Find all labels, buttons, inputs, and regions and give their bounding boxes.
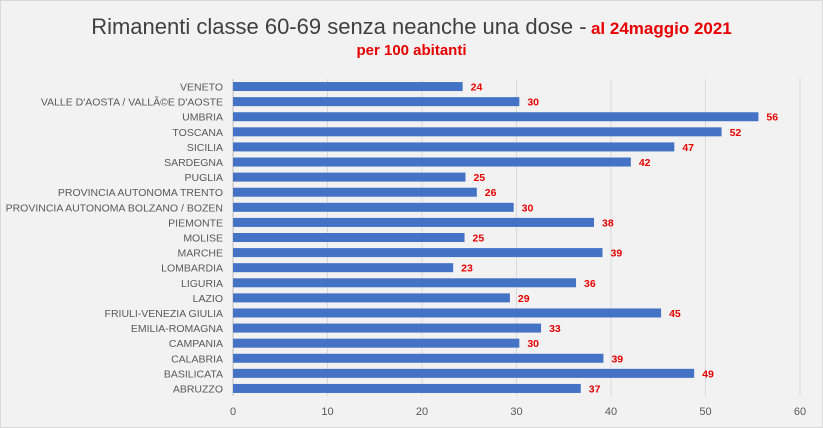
category-label: UMBRIA	[182, 112, 223, 124]
category-label: SICILIA	[187, 142, 223, 154]
data-label: 56	[766, 112, 778, 124]
category-label: MARCHE	[177, 248, 223, 260]
category-label: LAZIO	[193, 293, 223, 305]
bar	[233, 217, 594, 227]
x-tick-label: 20	[416, 406, 428, 418]
data-label: 26	[485, 187, 497, 199]
bar	[233, 202, 514, 212]
data-label: 47	[682, 142, 694, 154]
x-tick-label: 50	[699, 406, 711, 418]
bar	[233, 187, 477, 197]
data-label: 45	[669, 308, 681, 320]
bar	[233, 233, 465, 242]
x-tick-label: 30	[510, 406, 522, 418]
chart-title: Rimanenti classe 60-69 senza neanche una…	[0, 14, 823, 40]
category-label: VENETO	[180, 82, 223, 94]
category-label: VALLE D'AOSTA / VALLÃ©E D'AOSTE	[41, 96, 223, 109]
bar	[233, 308, 662, 318]
bar	[233, 142, 675, 152]
data-label: 30	[527, 338, 539, 350]
data-label: 39	[611, 353, 623, 365]
bar	[233, 293, 510, 303]
bar	[233, 127, 722, 137]
bar	[233, 157, 631, 167]
data-label: 25	[473, 233, 485, 245]
data-label: 36	[584, 278, 596, 290]
category-label: LOMBARDIA	[161, 263, 223, 275]
data-label: 25	[473, 172, 485, 184]
bar	[233, 383, 581, 393]
data-label: 49	[702, 368, 714, 380]
data-label: 42	[639, 157, 651, 169]
category-label: CALABRIA	[171, 353, 223, 365]
bar	[233, 353, 604, 363]
x-tick-label: 0	[230, 406, 236, 418]
data-label: 24	[471, 82, 483, 94]
data-label: 39	[610, 248, 622, 260]
bar	[233, 323, 542, 333]
chart-subtitle: per 100 abitanti	[356, 42, 467, 59]
bar	[233, 263, 454, 273]
category-label: PIEMONTE	[168, 217, 223, 229]
x-tick-label: 10	[321, 406, 333, 418]
data-label: 33	[549, 323, 561, 335]
category-label: PROVINCIA AUTONOMA TRENTO	[58, 187, 223, 199]
category-label: BASILICATA	[164, 368, 223, 380]
category-label: PUGLIA	[184, 172, 223, 184]
category-label: LIGURIA	[181, 278, 223, 290]
bar	[233, 112, 759, 122]
bar	[233, 248, 603, 258]
x-tick-label: 40	[605, 406, 617, 418]
data-label: 52	[730, 127, 742, 139]
data-label: 30	[522, 202, 534, 214]
category-label: ABRUZZO	[173, 383, 223, 395]
chart-title-date: al 24maggio 2021	[590, 19, 732, 38]
category-label: FRIULI-VENEZIA GIULIA	[105, 308, 223, 320]
category-label: MOLISE	[183, 233, 223, 245]
x-tick-label: 60	[794, 406, 806, 418]
bar	[233, 97, 520, 107]
data-label: 29	[518, 293, 530, 305]
data-label: 38	[602, 217, 614, 229]
bar	[233, 338, 520, 348]
category-label: PROVINCIA AUTONOMA BOLZANO / BOZEN	[6, 202, 223, 214]
category-label: CAMPANIA	[169, 338, 223, 350]
data-label: 37	[589, 383, 601, 395]
data-label: 30	[527, 97, 539, 109]
category-label: SARDEGNA	[164, 157, 223, 169]
bar	[233, 82, 463, 92]
chart-title-main: Rimanenti classe 60-69 senza neanche una…	[91, 14, 587, 39]
category-label: TOSCANA	[172, 127, 223, 139]
bar	[233, 172, 466, 182]
bar	[233, 278, 577, 288]
bar	[233, 368, 695, 378]
category-label: EMILIA-ROMAGNA	[131, 323, 223, 335]
data-label: 23	[461, 263, 473, 275]
